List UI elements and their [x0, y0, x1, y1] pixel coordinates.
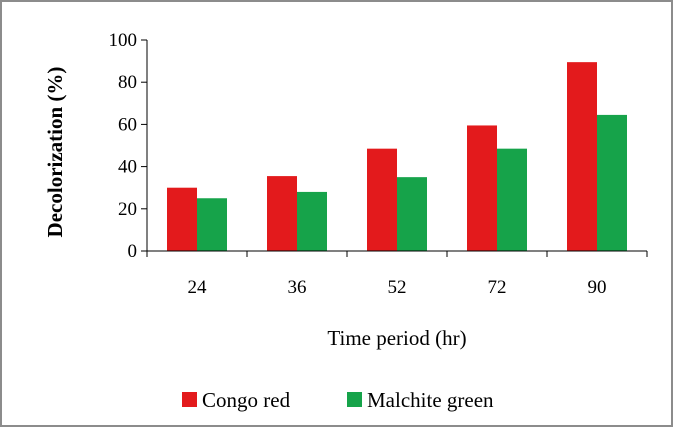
bar-congo-red-90 — [567, 62, 597, 251]
bar-congo-red-72 — [467, 125, 497, 251]
bar-congo-red-52 — [367, 148, 397, 251]
bar-congo-red-24 — [167, 187, 197, 251]
y-tick-label: 40 — [118, 157, 137, 178]
y-axis-title: Decolorization (%) — [43, 67, 67, 238]
legend-swatch-malchite-green — [347, 392, 362, 407]
bar-congo-red-36 — [267, 176, 297, 251]
bar-malchite-green-90 — [597, 114, 627, 251]
y-tick-label: 20 — [118, 199, 137, 220]
y-tick-label: 100 — [109, 30, 138, 51]
y-tick-label: 0 — [128, 241, 138, 262]
bar-malchite-green-24 — [197, 198, 227, 251]
bar-malchite-green-72 — [497, 148, 527, 251]
legend-label: Malchite green — [367, 388, 494, 412]
x-tick-label: 52 — [388, 277, 407, 298]
legend-label: Congo red — [202, 388, 291, 412]
plot-area — [167, 62, 627, 251]
legend-swatch-congo-red — [182, 392, 197, 407]
axes: 0 20 40 60 80 100 24 36 52 72 90 — [109, 30, 648, 298]
x-tick-label: 24 — [188, 277, 208, 298]
bar-malchite-green-52 — [397, 177, 427, 251]
y-tick-label: 80 — [118, 72, 137, 93]
x-tick-label: 90 — [588, 277, 607, 298]
legend: Congo red Malchite green — [182, 388, 494, 412]
x-tick-label: 36 — [288, 277, 307, 298]
x-tick-label: 72 — [488, 277, 507, 298]
x-axis-title: Time period (hr) — [327, 326, 466, 350]
y-tick-label: 60 — [118, 114, 137, 135]
bar-malchite-green-36 — [297, 191, 327, 251]
